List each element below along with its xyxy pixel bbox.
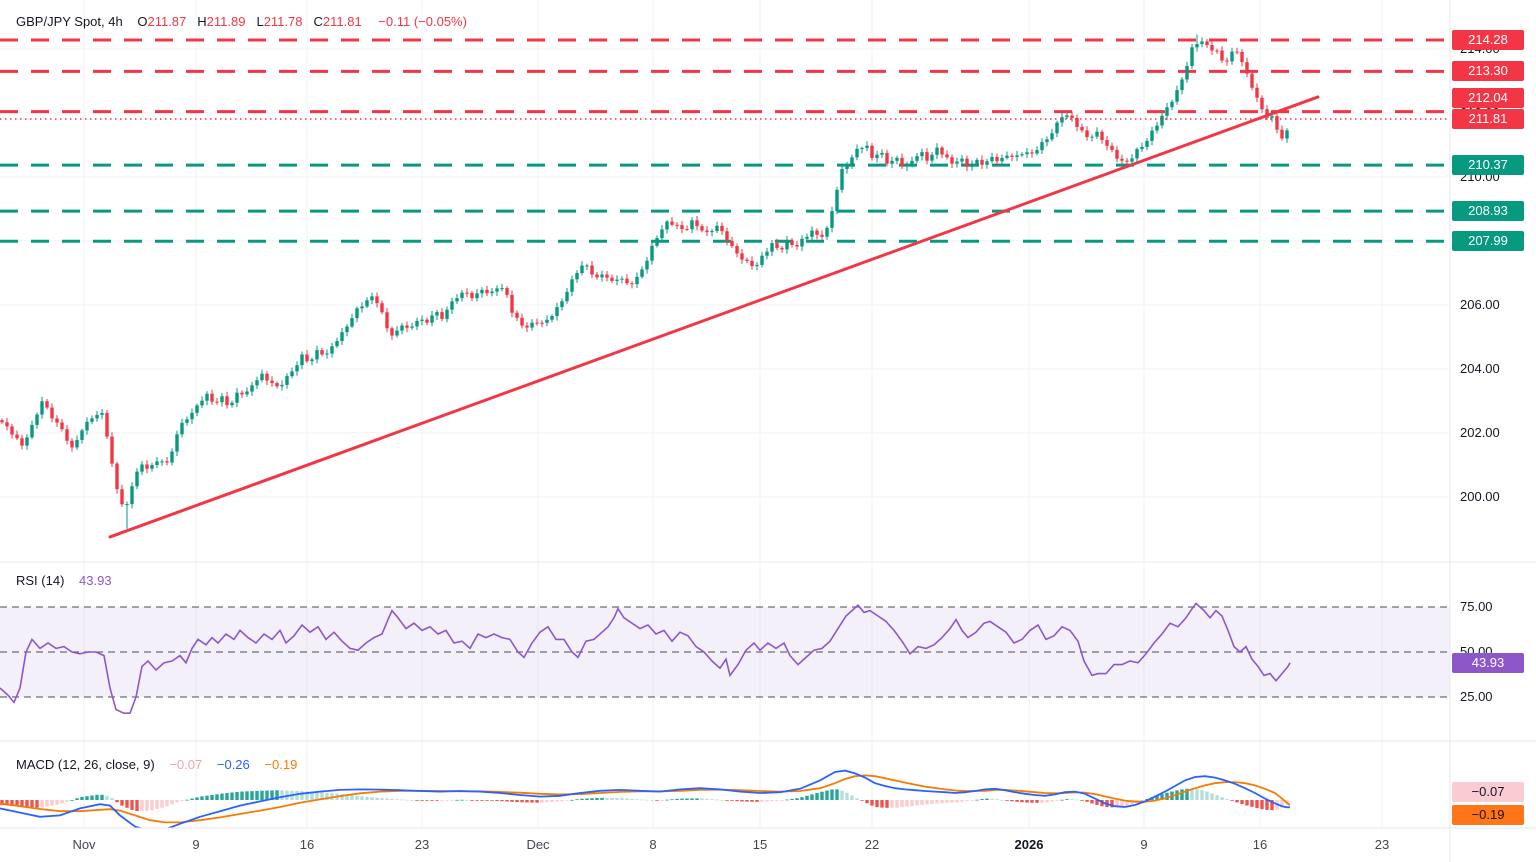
support-resistance-lines[interactable]	[0, 38, 1450, 243]
resistance-price-badge: 212.04	[1452, 88, 1524, 108]
price-axis-label: 206.00	[1460, 296, 1500, 312]
rsi-legend[interactable]: RSI (14) 43.93	[16, 573, 114, 588]
time-tick-9[interactable]: 9	[1140, 837, 1148, 852]
ohlc-key: L	[256, 14, 264, 29]
ohlc-values: O211.87 H211.89 L211.78 C211.81	[128, 14, 363, 29]
time-tick-dec[interactable]: Dec	[526, 837, 550, 852]
gridlines	[0, 0, 1450, 828]
symbol-title: GBP/JPY Spot, 4h	[16, 14, 123, 29]
time-tick-23[interactable]: 23	[1374, 837, 1390, 852]
price-axis-label: 200.00	[1460, 488, 1500, 504]
resistance-price-badge: 213.30	[1452, 61, 1524, 82]
time-tick-9[interactable]: 9	[192, 837, 200, 852]
support-price-badge: 207.99	[1452, 231, 1524, 252]
trend-line[interactable]	[108, 95, 1320, 539]
macd-value-badge: −0.19	[1452, 805, 1524, 825]
ohlc-value: 211.87	[147, 14, 187, 29]
ohlc-value: 211.89	[206, 14, 246, 29]
ohlc-key: C	[313, 14, 323, 29]
symbol-legend[interactable]: GBP/JPY Spot, 4h O211.87 H211.89 L211.78 C2…	[16, 14, 469, 29]
resistance-price-badge: 214.28	[1452, 29, 1524, 50]
ohlc-key: H	[197, 14, 207, 29]
time-tick-16[interactable]: 16	[1252, 837, 1268, 852]
rsi-line[interactable]	[0, 602, 1291, 715]
macd-line-value: −0.26	[216, 757, 250, 772]
rsi-value: 43.93	[79, 573, 112, 588]
macd-hist-value: −0.07	[169, 757, 203, 772]
candlestick-series[interactable]	[0, 34, 1289, 529]
time-tick-nov[interactable]: Nov	[72, 837, 96, 852]
support-price-badge: 208.93	[1452, 201, 1524, 222]
time-tick-16[interactable]: 16	[299, 837, 315, 852]
support-price-badge: 210.37	[1452, 155, 1524, 176]
rsi-axis-label: 75.00	[1460, 599, 1493, 614]
macd-series[interactable]	[0, 769, 1291, 831]
time-tick-15[interactable]: 15	[752, 837, 768, 852]
time-tick-8[interactable]: 8	[649, 837, 657, 852]
rsi-label: RSI (14)	[16, 573, 65, 588]
ohlc-value: 211.78	[263, 14, 303, 29]
time-tick-22[interactable]: 22	[864, 837, 880, 852]
rsi-axis-label: 25.00	[1460, 689, 1493, 704]
rsi-band	[0, 606, 1450, 698]
rsi-value-badge: 43.93	[1452, 652, 1524, 673]
macd-badge-clip: −0.07	[1452, 782, 1524, 802]
macd-badge-clip: −0.19	[1452, 805, 1524, 825]
macd-value-badge: −0.07	[1452, 782, 1524, 802]
ohlc-value: 211.81	[322, 14, 362, 29]
macd-label: MACD (12, 26, close, 9)	[16, 757, 155, 772]
time-tick-2026[interactable]: 2026	[1014, 837, 1044, 852]
macd-signal-value: −0.19	[264, 757, 298, 772]
price-axis-label: 204.00	[1460, 360, 1500, 376]
ohlc-key: O	[137, 14, 148, 29]
time-tick-23[interactable]: 23	[414, 837, 430, 852]
change-value: −0.11 (−0.05%)	[378, 14, 467, 29]
current-price-badge: 211.81	[1452, 109, 1524, 129]
macd-legend[interactable]: MACD (12, 26, close, 9) −0.07 −0.26 −0.1…	[16, 757, 299, 772]
price-axis-label: 202.00	[1460, 424, 1500, 440]
